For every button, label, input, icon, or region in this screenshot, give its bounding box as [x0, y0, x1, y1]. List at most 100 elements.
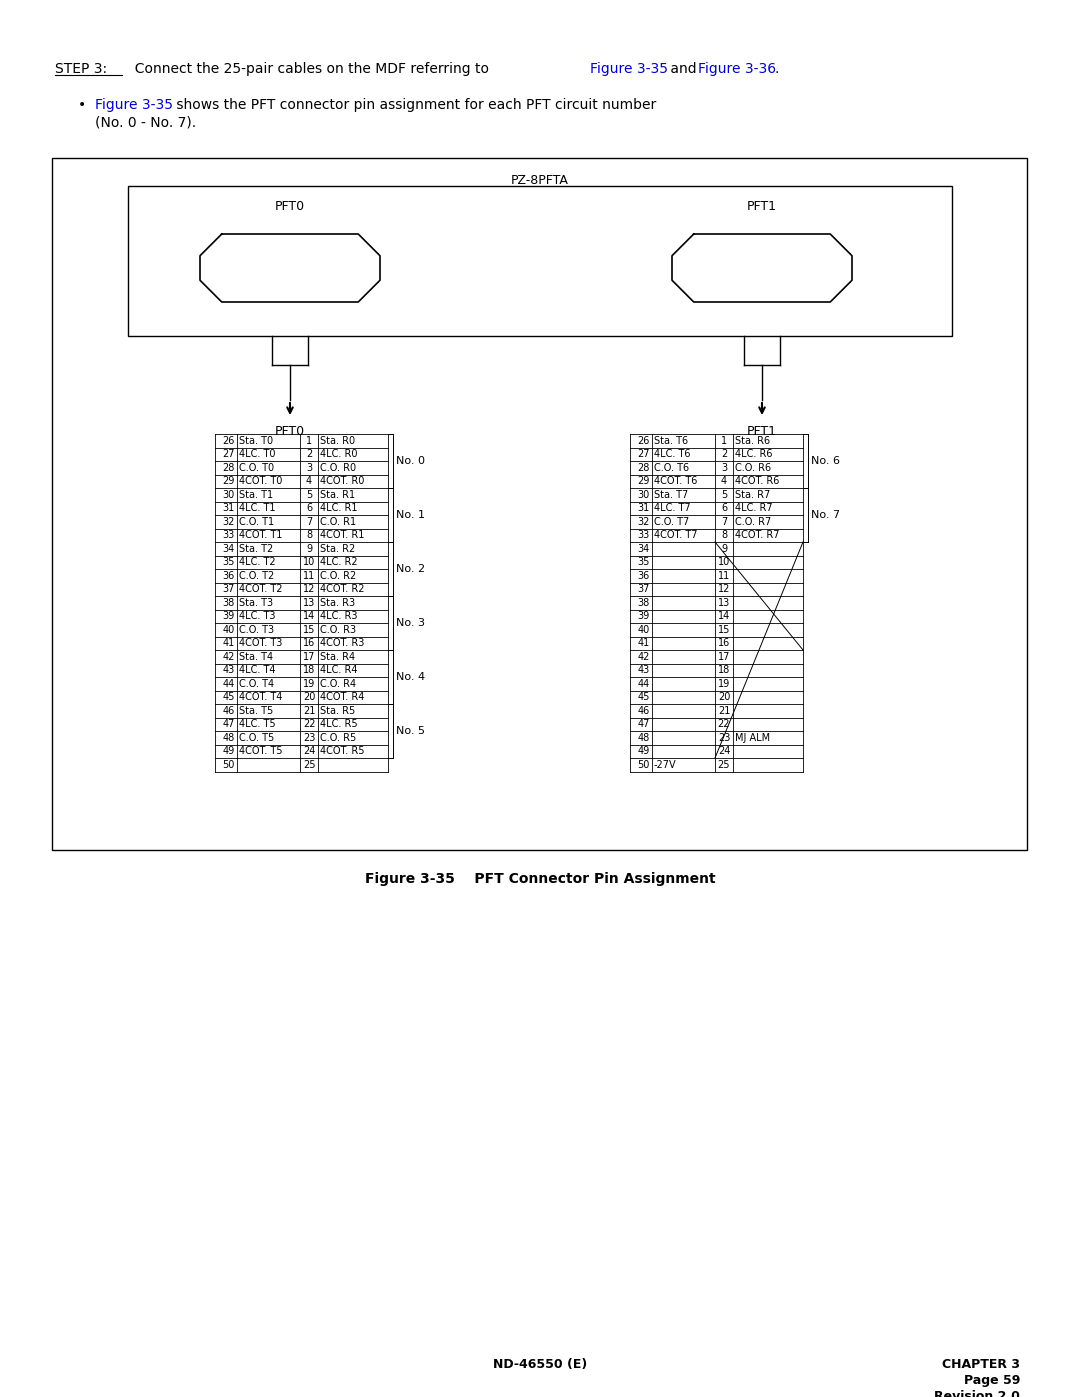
Text: PZ-8PFTA: PZ-8PFTA — [511, 175, 569, 187]
Text: (No. 0 - No. 7).: (No. 0 - No. 7). — [95, 115, 197, 129]
Text: 4LC. T0: 4LC. T0 — [239, 450, 275, 460]
Text: 4COT. T6: 4COT. T6 — [654, 476, 698, 486]
Text: 43: 43 — [638, 665, 650, 675]
Text: 18: 18 — [302, 665, 315, 675]
Text: Sta. R5: Sta. R5 — [320, 705, 355, 715]
Text: 36: 36 — [222, 571, 235, 581]
Text: 22: 22 — [302, 719, 315, 729]
Text: 36: 36 — [638, 571, 650, 581]
Text: 17: 17 — [718, 652, 730, 662]
Text: 4COT. R5: 4COT. R5 — [320, 746, 365, 756]
Text: 28: 28 — [637, 462, 650, 472]
Text: 9: 9 — [721, 543, 727, 553]
Text: 4LC. T3: 4LC. T3 — [239, 612, 275, 622]
Text: Sta. T0: Sta. T0 — [239, 436, 273, 446]
Text: 27: 27 — [637, 450, 650, 460]
Text: Figure 3-35: Figure 3-35 — [95, 98, 173, 112]
Text: 4: 4 — [721, 476, 727, 486]
Text: 27: 27 — [222, 450, 235, 460]
Text: C.O. R2: C.O. R2 — [320, 571, 356, 581]
Text: Sta. T7: Sta. T7 — [654, 490, 688, 500]
Text: C.O. T3: C.O. T3 — [239, 624, 274, 634]
Text: No. 2: No. 2 — [396, 564, 426, 574]
Text: Sta. R0: Sta. R0 — [320, 436, 355, 446]
Text: No. 3: No. 3 — [396, 617, 426, 629]
Text: Sta. R7: Sta. R7 — [735, 490, 770, 500]
Text: 3: 3 — [306, 462, 312, 472]
Text: 4COT. R7: 4COT. R7 — [735, 531, 780, 541]
Text: Sta. R4: Sta. R4 — [320, 652, 355, 662]
Text: 2: 2 — [720, 450, 727, 460]
Text: No. 6: No. 6 — [811, 455, 840, 467]
Text: 39: 39 — [638, 612, 650, 622]
Text: C.O. R3: C.O. R3 — [320, 624, 356, 634]
Text: 4LC. R0: 4LC. R0 — [320, 450, 357, 460]
Text: PFT0: PFT0 — [275, 425, 305, 439]
Text: Revision 2.0: Revision 2.0 — [934, 1390, 1020, 1397]
Text: 29: 29 — [222, 476, 235, 486]
Text: No. 1: No. 1 — [396, 510, 426, 520]
Text: Figure 3-36: Figure 3-36 — [698, 61, 777, 75]
Text: 4LC. R5: 4LC. R5 — [320, 719, 357, 729]
Text: 19: 19 — [302, 679, 315, 689]
Text: 34: 34 — [222, 543, 235, 553]
Text: 4COT. T5: 4COT. T5 — [239, 746, 283, 756]
Text: 25: 25 — [302, 760, 315, 770]
Text: C.O. R7: C.O. R7 — [735, 517, 771, 527]
Text: CHAPTER 3: CHAPTER 3 — [942, 1358, 1020, 1370]
Text: 32: 32 — [222, 517, 235, 527]
Text: 4LC. R4: 4LC. R4 — [320, 665, 357, 675]
Text: 4LC. R3: 4LC. R3 — [320, 612, 357, 622]
Text: 24: 24 — [718, 746, 730, 756]
Text: 45: 45 — [637, 693, 650, 703]
Text: ND-46550 (E): ND-46550 (E) — [492, 1358, 588, 1370]
Text: 50: 50 — [637, 760, 650, 770]
Text: 4LC. T5: 4LC. T5 — [239, 719, 275, 729]
Text: 26: 26 — [222, 436, 235, 446]
Text: 40: 40 — [638, 624, 650, 634]
Text: 37: 37 — [637, 584, 650, 594]
Text: 6: 6 — [721, 503, 727, 513]
Text: 19: 19 — [718, 679, 730, 689]
Text: 41: 41 — [638, 638, 650, 648]
Text: 4: 4 — [306, 476, 312, 486]
Text: 7: 7 — [720, 517, 727, 527]
Text: 23: 23 — [302, 733, 315, 743]
Text: 18: 18 — [718, 665, 730, 675]
Text: 14: 14 — [718, 612, 730, 622]
Text: 4LC. R1: 4LC. R1 — [320, 503, 357, 513]
Text: Connect the 25-pair cables on the MDF referring to: Connect the 25-pair cables on the MDF re… — [126, 61, 494, 75]
Text: 30: 30 — [222, 490, 235, 500]
Text: C.O. R4: C.O. R4 — [320, 679, 356, 689]
Text: 4COT. T0: 4COT. T0 — [239, 476, 282, 486]
Text: 41: 41 — [222, 638, 235, 648]
Text: 34: 34 — [638, 543, 650, 553]
Text: 33: 33 — [222, 531, 235, 541]
Text: Sta. R3: Sta. R3 — [320, 598, 355, 608]
Text: C.O. T4: C.O. T4 — [239, 679, 274, 689]
Text: 4COT. R3: 4COT. R3 — [320, 638, 364, 648]
Text: 44: 44 — [638, 679, 650, 689]
Text: 11: 11 — [718, 571, 730, 581]
Text: C.O. T1: C.O. T1 — [239, 517, 274, 527]
Text: Sta. T4: Sta. T4 — [239, 652, 273, 662]
Text: 46: 46 — [222, 705, 235, 715]
Text: 4COT. T2: 4COT. T2 — [239, 584, 283, 594]
Bar — [129, 186, 951, 337]
Text: 45: 45 — [222, 693, 235, 703]
Text: 4LC. T2: 4LC. T2 — [239, 557, 275, 567]
Text: 32: 32 — [637, 517, 650, 527]
Text: C.O. R6: C.O. R6 — [735, 462, 771, 472]
Text: PFT1: PFT1 — [747, 200, 777, 212]
Text: 15: 15 — [302, 624, 315, 634]
Text: Sta. T1: Sta. T1 — [239, 490, 273, 500]
Text: 12: 12 — [718, 584, 730, 594]
Text: 9: 9 — [306, 543, 312, 553]
Text: 4COT. R0: 4COT. R0 — [320, 476, 364, 486]
Text: 10: 10 — [718, 557, 730, 567]
Text: 47: 47 — [637, 719, 650, 729]
Text: 37: 37 — [222, 584, 235, 594]
Text: C.O. T6: C.O. T6 — [654, 462, 689, 472]
Text: 24: 24 — [302, 746, 315, 756]
Text: C.O. R0: C.O. R0 — [320, 462, 356, 472]
